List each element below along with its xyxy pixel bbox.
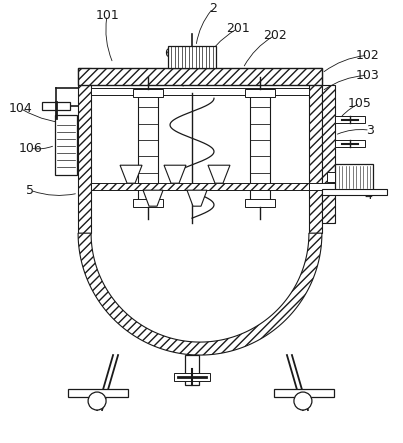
Bar [91,68,309,233]
Polygon shape [91,233,309,342]
Text: 104: 104 [8,102,32,115]
Bar [168,47,216,68]
Text: 5: 5 [26,184,34,197]
Polygon shape [78,233,322,355]
Bar [55,115,77,175]
Bar [335,116,365,123]
Text: 1: 1 [361,172,369,185]
Text: 105: 105 [348,97,372,110]
Text: 101: 101 [95,9,119,22]
Bar [245,199,275,207]
Bar [133,89,163,97]
Polygon shape [143,190,163,206]
Bar [274,389,334,397]
Bar [68,389,128,397]
Polygon shape [208,165,230,183]
Circle shape [88,392,106,410]
Bar [174,373,210,381]
Bar [335,140,365,147]
Bar [91,88,309,95]
Bar [78,68,91,233]
Text: 202: 202 [263,29,287,42]
Text: 4: 4 [364,189,372,202]
Bar [245,89,275,97]
Bar [42,102,70,110]
Text: 3: 3 [366,124,374,137]
Text: 201: 201 [226,22,250,35]
Bar [309,183,362,190]
Bar [309,68,322,233]
Polygon shape [164,165,186,183]
Polygon shape [187,190,207,206]
Bar [335,164,373,190]
Polygon shape [120,165,142,183]
Bar [133,199,163,207]
Text: 6: 6 [164,47,172,60]
Bar [185,355,199,385]
Bar [322,189,387,195]
Bar [91,183,309,190]
Bar [322,85,335,223]
Bar [327,172,335,182]
Bar [78,68,322,85]
Circle shape [294,392,312,410]
Text: 103: 103 [356,69,380,82]
Text: 102: 102 [356,49,380,62]
Bar [138,93,158,203]
Bar [250,93,270,203]
Text: 106: 106 [18,142,42,155]
Text: 2: 2 [209,2,217,15]
